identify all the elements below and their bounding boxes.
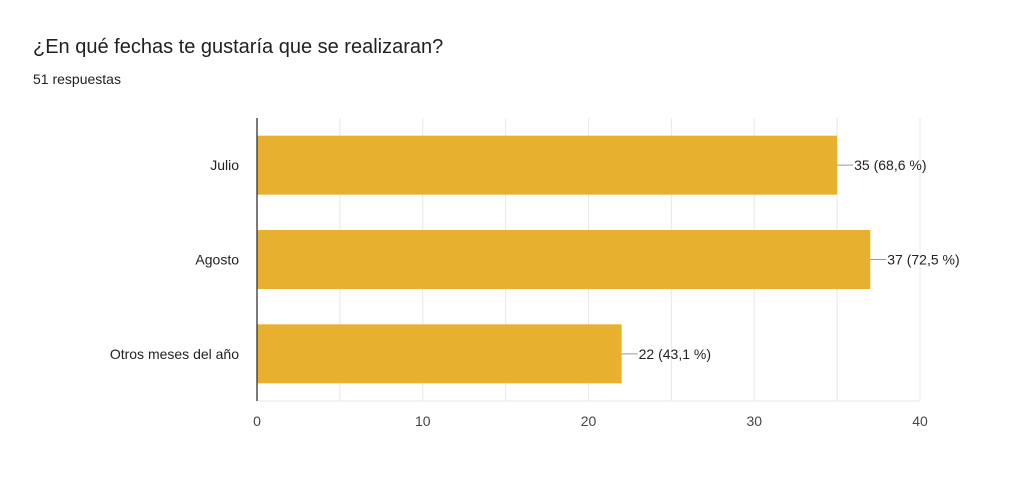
x-tick-label: 0 [253, 413, 261, 429]
data-label: 35 (68,6 %) [854, 157, 926, 173]
x-tick-label: 10 [415, 413, 431, 429]
bar-2 [257, 230, 871, 289]
category-label: Otros meses del año [110, 346, 239, 362]
response-count: 51 respuestas [33, 71, 121, 87]
data-label: 37 (72,5 %) [887, 252, 959, 268]
bar-3 [257, 324, 622, 384]
category-label: Agosto [195, 252, 239, 268]
bar-1 [257, 135, 838, 195]
category-label: Julio [210, 157, 239, 173]
x-tick-label: 30 [746, 413, 762, 429]
x-tick-label: 20 [581, 413, 597, 429]
question-title: ¿En qué fechas te gustaría que se realiz… [33, 36, 444, 58]
x-tick-label: 40 [912, 413, 928, 429]
data-label: 22 (43,1 %) [639, 346, 711, 362]
